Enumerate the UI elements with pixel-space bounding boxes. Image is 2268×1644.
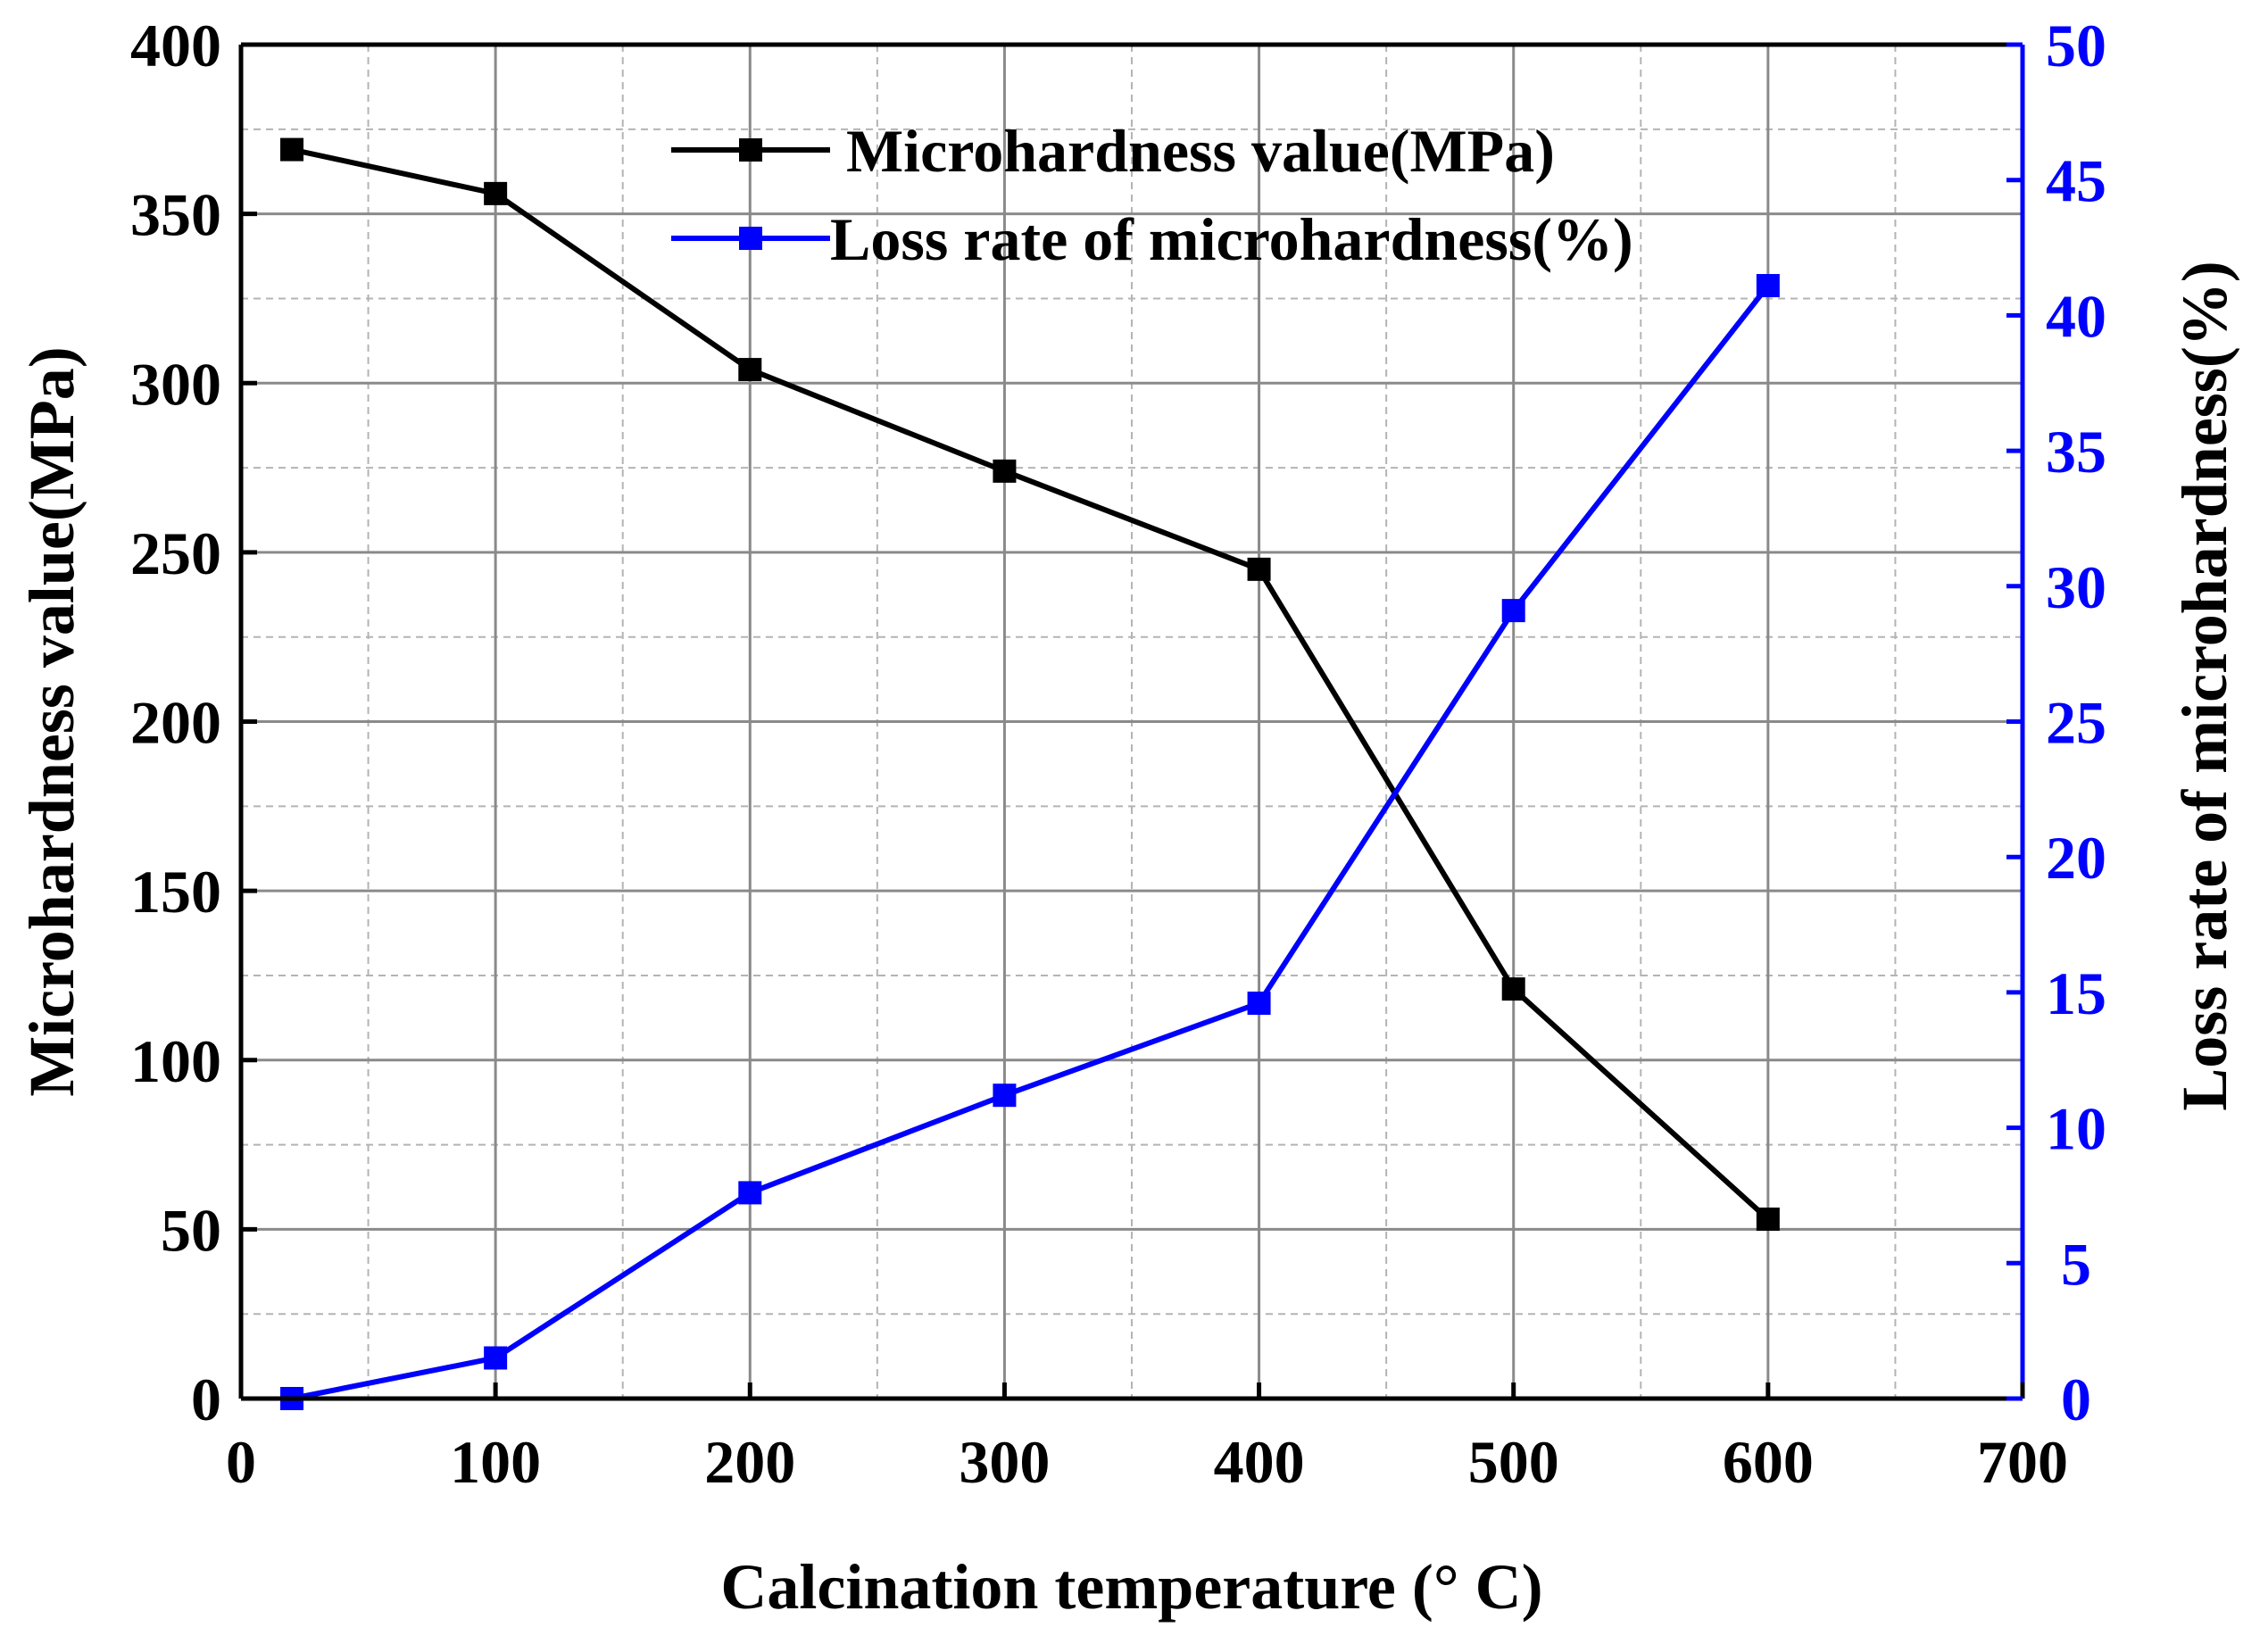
series-layer <box>280 137 1780 1410</box>
microhardness-point <box>280 137 304 162</box>
legend-marker-loss-rate <box>739 227 762 250</box>
x-tick-label: 500 <box>1468 1428 1559 1496</box>
y-tick-label-left: 250 <box>130 519 221 587</box>
series-line-microhardness <box>291 146 1770 1222</box>
loss-rate-point <box>1247 992 1271 1016</box>
x-tick-label: 600 <box>1723 1428 1814 1496</box>
y-tick-label-left: 300 <box>130 350 221 418</box>
microhardness-point <box>1501 977 1525 1001</box>
x-tick-label: 300 <box>959 1428 1050 1496</box>
y-tick-label-left: 50 <box>161 1196 221 1264</box>
y-tick-label-left: 100 <box>130 1027 221 1095</box>
y-tick-label-right: 25 <box>2046 689 2106 757</box>
loss-rate-point <box>993 1084 1017 1108</box>
x-tick-label: 100 <box>450 1428 541 1496</box>
labels-layer: 0 100 200 300 400 500 600 700050100150200250300… <box>130 12 2106 1496</box>
series-line-loss-rate <box>291 284 1771 1401</box>
y-tick-label-left: 200 <box>130 689 221 757</box>
y-tick-label-right: 45 <box>2046 147 2106 215</box>
microhardness-point <box>1247 557 1271 581</box>
loss-rate-point <box>738 1181 762 1205</box>
y-tick-label-right: 5 <box>2061 1230 2091 1298</box>
x-tick-label: 400 <box>1214 1428 1305 1496</box>
legend: Microhardness value(MPa) Loss rate of mi… <box>671 117 1633 273</box>
y-tick-label-right: 40 <box>2046 282 2106 350</box>
legend-label-microhardness: Microhardness value(MPa) <box>846 117 1555 185</box>
microhardness-point <box>993 459 1017 483</box>
x-tick-label: 700 <box>1977 1428 2068 1496</box>
loss-rate-point <box>484 1346 508 1370</box>
y-tick-label-right: 35 <box>2046 418 2106 486</box>
y-tick-label-left: 0 <box>191 1366 221 1433</box>
y-tick-label-left: 150 <box>130 858 221 926</box>
microhardness-point <box>738 358 762 382</box>
y-tick-label-right: 30 <box>2046 553 2106 621</box>
legend-label-loss-rate: Loss rate of microhardness(%) <box>830 205 1633 273</box>
y-axis-title-right: Loss rate of microhardness(%) <box>2169 261 2240 1111</box>
microhardness-point <box>484 181 508 205</box>
y-tick-label-right: 15 <box>2046 959 2106 1027</box>
legend-marker-microhardness <box>739 138 762 162</box>
y-tick-label-left: 400 <box>130 12 221 79</box>
ticks-layer <box>238 42 2025 1401</box>
x-tick-label: 0 <box>226 1428 256 1496</box>
y-tick-label-left: 350 <box>130 181 221 249</box>
y-tick-label-right: 20 <box>2046 824 2106 892</box>
loss-rate-point <box>1756 274 1780 298</box>
y-tick-label-right: 50 <box>2046 12 2106 79</box>
x-tick-label: 200 <box>704 1428 795 1496</box>
loss-rate-point <box>1501 599 1525 623</box>
microhardness-point <box>1756 1207 1780 1231</box>
x-axis-title: Calcination temperature (° C) <box>720 1551 1542 1623</box>
y-tick-label-right: 10 <box>2046 1095 2106 1163</box>
y-tick-label-right: 0 <box>2061 1366 2091 1433</box>
y-axis-title-left: Microhardness value(MPa) <box>16 346 87 1097</box>
